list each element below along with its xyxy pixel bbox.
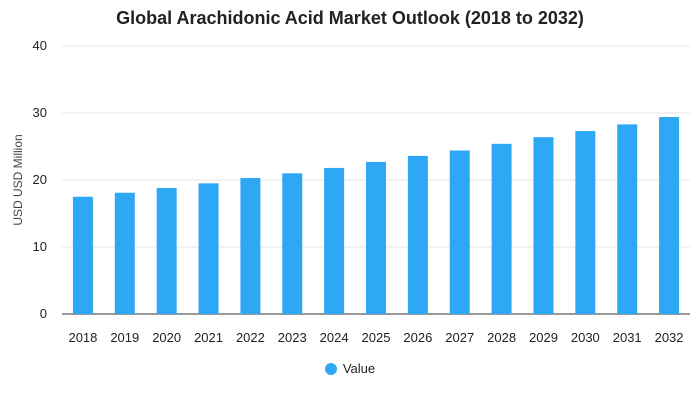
y-axis-label: USD USD Million [11, 134, 25, 225]
bar [449, 150, 470, 314]
bars [72, 117, 680, 315]
legend-label: Value [342, 361, 376, 376]
bar [114, 192, 135, 314]
x-tick-label: 2023 [278, 330, 307, 345]
bar [198, 183, 219, 314]
bar [491, 143, 512, 314]
x-tick-label: 2018 [68, 330, 97, 345]
bar [72, 196, 93, 314]
bar [156, 188, 177, 314]
x-tick-label: 2031 [613, 330, 642, 345]
y-tick-label: 10 [33, 239, 47, 254]
legend: Value [0, 361, 700, 376]
y-axis: 0 10 20 30 40 [33, 38, 47, 321]
x-tick-label: 2025 [362, 330, 391, 345]
x-tick-label: 2032 [655, 330, 684, 345]
x-tick-label: 2024 [320, 330, 349, 345]
x-tick-label: 2026 [403, 330, 432, 345]
x-tick-label: 2029 [529, 330, 558, 345]
y-tick-label: 40 [33, 38, 47, 53]
x-tick-label: 2028 [487, 330, 516, 345]
bar [282, 173, 303, 314]
y-tick-label: 20 [33, 172, 47, 187]
bar [659, 117, 680, 315]
x-tick-label: 2019 [110, 330, 139, 345]
x-tick-label: 2027 [445, 330, 474, 345]
x-tick-label: 2022 [236, 330, 265, 345]
x-tick-label: 2021 [194, 330, 223, 345]
x-tick-label: 2030 [571, 330, 600, 345]
chart-title: Global Arachidonic Acid Market Outlook (… [116, 8, 584, 28]
bar [575, 131, 596, 314]
y-tick-label: 0 [40, 306, 47, 321]
bar [407, 155, 428, 314]
bar [324, 167, 345, 314]
bar [533, 137, 554, 314]
x-tick-label: 2020 [152, 330, 181, 345]
legend-marker [324, 362, 337, 375]
bar [617, 124, 638, 314]
bar [366, 161, 386, 314]
y-tick-label: 30 [33, 105, 47, 120]
x-axis: 2018 2019 2020 2021 2022 2023 2024 2025 2026 2027… [68, 330, 683, 345]
bar [240, 177, 261, 314]
